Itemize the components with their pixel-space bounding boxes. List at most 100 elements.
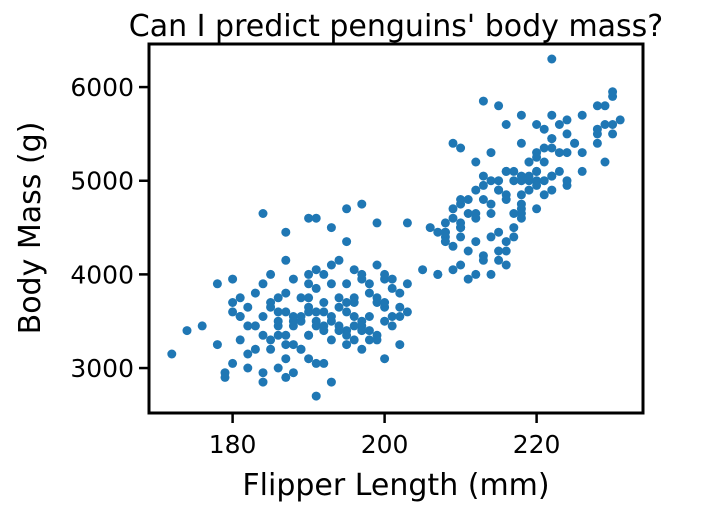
data-point <box>258 279 268 289</box>
data-point <box>357 344 367 354</box>
data-point <box>562 115 572 125</box>
data-point <box>494 255 504 265</box>
data-point <box>433 227 443 237</box>
data-point <box>509 232 519 242</box>
data-point <box>228 274 238 284</box>
data-point <box>562 129 572 139</box>
data-point <box>486 269 496 279</box>
data-point <box>524 185 534 195</box>
data-point <box>235 312 245 321</box>
data-point <box>334 302 344 312</box>
data-point <box>402 307 412 317</box>
data-point <box>539 157 549 167</box>
data-point <box>501 195 511 204</box>
data-point <box>448 265 458 275</box>
data-point <box>539 190 549 200</box>
data-point <box>319 321 329 331</box>
plot-frame <box>147 42 645 415</box>
data-point <box>471 269 481 279</box>
data-point <box>380 354 390 364</box>
data-point <box>486 148 496 158</box>
data-point <box>547 54 557 64</box>
data-point <box>296 293 306 303</box>
data-point <box>395 288 405 298</box>
x-axis-ticks: 180 200 220 <box>209 413 560 459</box>
data-point <box>570 138 580 148</box>
data-point <box>539 124 549 134</box>
data-point <box>288 312 298 321</box>
data-point <box>456 232 466 242</box>
data-point <box>326 223 336 233</box>
data-point <box>532 166 542 176</box>
data-point <box>471 185 481 195</box>
data-point <box>364 279 374 289</box>
y-axis-ticks: 3000 4000 5000 6000 <box>70 73 149 383</box>
data-point <box>304 354 314 364</box>
data-point <box>304 213 314 223</box>
data-point <box>281 372 291 382</box>
data-point <box>600 120 610 129</box>
data-point <box>319 307 329 317</box>
data-point <box>547 143 557 153</box>
data-point <box>243 349 253 359</box>
data-point <box>387 274 397 284</box>
data-point <box>228 358 238 368</box>
data-point <box>288 321 298 331</box>
x-axis-label: Flipper Length (mm) <box>242 468 549 503</box>
data-point <box>494 246 504 256</box>
data-point <box>311 391 321 401</box>
data-point <box>402 218 412 228</box>
data-point <box>266 298 276 307</box>
data-point <box>494 101 504 111</box>
data-point <box>266 269 276 279</box>
data-point <box>448 241 458 251</box>
data-point <box>212 340 222 350</box>
data-point <box>547 185 557 195</box>
data-point <box>304 269 314 279</box>
data-point <box>532 180 542 190</box>
y-tick-label: 6000 <box>70 73 134 102</box>
data-point <box>357 269 367 279</box>
data-point <box>243 302 253 312</box>
data-point <box>494 227 504 237</box>
data-point <box>372 335 382 345</box>
y-tick-label: 3000 <box>70 354 134 383</box>
x-tick-label: 180 <box>209 430 257 459</box>
data-point <box>448 204 458 214</box>
chart-title: Can I predict penguins' body mass? <box>129 9 663 44</box>
data-point <box>273 307 283 317</box>
data-point <box>342 340 352 350</box>
data-point <box>273 330 283 340</box>
data-point <box>463 195 473 204</box>
data-point <box>311 307 321 317</box>
data-point <box>364 326 374 336</box>
data-point <box>547 171 557 181</box>
data-point <box>372 218 382 228</box>
data-point <box>516 138 526 148</box>
data-point <box>311 358 321 368</box>
data-point <box>304 279 314 289</box>
data-point <box>326 279 336 289</box>
data-point <box>577 110 587 120</box>
data-point <box>243 321 253 331</box>
data-point <box>281 330 291 340</box>
data-point <box>532 152 542 162</box>
data-point <box>243 363 253 373</box>
data-point <box>509 166 519 176</box>
data-point <box>288 274 298 284</box>
data-point <box>349 321 359 331</box>
data-point <box>509 209 519 218</box>
data-point <box>357 326 367 336</box>
data-point <box>273 363 283 373</box>
data-point <box>258 377 268 387</box>
data-point <box>486 199 496 209</box>
data-point <box>182 326 192 336</box>
data-point <box>547 110 557 120</box>
data-point <box>501 260 511 270</box>
data-point <box>448 213 458 223</box>
y-axis-label: Body Mass (g) <box>13 122 48 335</box>
data-point <box>372 293 382 303</box>
data-point <box>250 344 260 354</box>
data-point <box>387 283 397 293</box>
data-point <box>471 157 481 167</box>
